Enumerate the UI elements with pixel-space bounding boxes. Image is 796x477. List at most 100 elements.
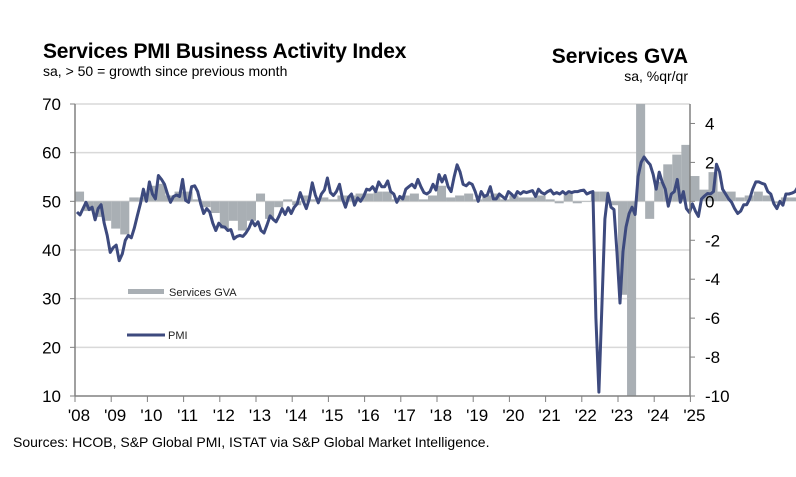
gva-bar: [464, 193, 474, 202]
gva-bar: [364, 193, 374, 202]
right-axis-tick-label: -2: [705, 231, 720, 250]
pmi-line-group: [75, 155, 796, 394]
gva-bar: [590, 191, 600, 202]
gva-bar: [608, 201, 618, 206]
gva-bar: [654, 181, 664, 202]
gva-bar: [301, 195, 311, 202]
left-axis-tick-label: 30: [42, 290, 61, 309]
gva-bar: [581, 201, 591, 202]
gva-bar: [536, 195, 546, 202]
chart-subtitle: sa, > 50 = growth since previous month: [43, 63, 288, 79]
gva-bar: [210, 201, 220, 214]
gva-bar: [627, 201, 637, 396]
right-axis-tick-label: -10: [705, 387, 730, 406]
gva-bar: [645, 201, 655, 219]
gva-bar: [237, 201, 247, 231]
x-axis-tick-label: '09: [104, 406, 126, 425]
gva-bar: [717, 191, 727, 202]
gva-bar: [102, 201, 112, 221]
x-axis-tick-label: '25: [683, 406, 705, 425]
gva-bar: [192, 199, 202, 202]
right-axis-tick-label: -6: [705, 309, 720, 328]
legend-label-gva: Services GVA: [169, 287, 237, 299]
gva-bar: [382, 191, 392, 202]
gva-bar: [75, 191, 85, 202]
legend-label-pmi: PMI: [168, 330, 188, 342]
x-axis-tick-label: '15: [321, 406, 343, 425]
x-axis-tick-label: '21: [539, 406, 561, 425]
gva-bar: [246, 201, 256, 221]
gva-bar: [418, 199, 428, 202]
gva-bar: [256, 193, 266, 202]
left-axis-tick-label: 60: [42, 144, 61, 163]
x-axis-tick-label: '24: [647, 406, 669, 425]
x-axis-tick-label: '16: [358, 406, 380, 425]
gva-bar: [545, 199, 555, 202]
gva-bar: [527, 197, 537, 202]
gva-bar: [129, 197, 139, 202]
x-axis-tick-label: '10: [140, 406, 162, 425]
gva-bar: [554, 201, 564, 204]
gva-bar: [672, 154, 682, 202]
legend-swatch-gva: [128, 289, 164, 294]
gva-bar: [156, 183, 166, 202]
gva-bar: [183, 191, 193, 202]
gva-bar: [274, 201, 284, 208]
pmi-line: [75, 155, 796, 394]
gva-bar: [319, 197, 329, 202]
gva-bar: [427, 195, 437, 202]
gridlines: [75, 103, 690, 349]
gva-bar: [482, 195, 492, 202]
left-axis-tick-label: 10: [42, 387, 61, 406]
x-axis-tick-label: '23: [611, 406, 633, 425]
gva-bar: [500, 199, 510, 202]
x-axis-tick-label: '08: [68, 406, 90, 425]
gva-bar: [789, 197, 796, 202]
chart-title: Services PMI Business Activity Index: [43, 40, 407, 63]
x-axis-tick-label: '13: [249, 406, 271, 425]
right-axis-tick-label: 0: [705, 192, 714, 211]
gva-bar: [409, 193, 419, 202]
right-axis-tick-label: 2: [705, 153, 714, 172]
gva-bar: [762, 195, 772, 202]
axes: 10 20 30 40 50 60 70 -10 -8 -6 -4 -2 0 2 4 '08 '09 '10 '11…: [42, 95, 730, 425]
gva-bar: [346, 195, 356, 202]
x-axis-tick-label: '18: [430, 406, 452, 425]
gva-bar: [355, 193, 365, 202]
gva-bar: [726, 191, 736, 202]
left-axis-tick-label: 70: [42, 95, 61, 114]
gva-bar: [563, 193, 573, 202]
gva-bar: [228, 201, 238, 221]
gva-bar: [690, 176, 700, 202]
left-axis-tick-label: 50: [42, 192, 61, 211]
gva-bar: [373, 191, 383, 202]
gva-bar: [400, 195, 410, 202]
x-axis-tick-label: '14: [285, 406, 307, 425]
x-axis-tick-label: '11: [177, 406, 198, 425]
right-axis-title: Services GVA: [551, 45, 688, 68]
gva-bar: [310, 199, 320, 202]
gva-bar: [120, 201, 130, 235]
gva-bar: [599, 191, 609, 202]
gva-bar: [219, 201, 229, 229]
gva-bar: [265, 201, 275, 219]
right-axis-tick-label: 4: [705, 114, 714, 133]
gva-bar: [201, 201, 211, 208]
gva-bar: [735, 197, 745, 202]
gva-bar: [771, 201, 781, 204]
gva-bar: [753, 191, 763, 202]
right-axis-tick-label: -8: [705, 348, 720, 367]
source-note: Sources: HCOB, S&P Global PMI, ISTAT via…: [13, 434, 490, 450]
gva-bar: [681, 144, 691, 202]
gva-bar: [572, 201, 582, 204]
gva-bar: [138, 197, 148, 202]
legend: Services GVA PMI: [127, 287, 237, 342]
right-axis-tick-label: -4: [705, 270, 720, 289]
gva-bar: [455, 195, 465, 202]
x-axis-tick-label: '19: [466, 406, 488, 425]
x-axis-tick-label: '20: [502, 406, 524, 425]
x-axis-tick-label: '22: [575, 406, 597, 425]
gva-bar: [446, 197, 456, 202]
left-axis-tick-label: 40: [42, 241, 61, 260]
